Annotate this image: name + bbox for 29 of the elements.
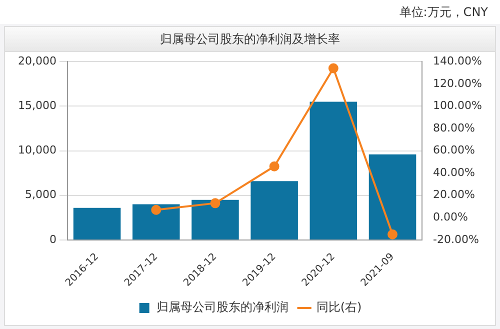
y-tick-label: 10,000 [18, 144, 56, 157]
y2-tick-label: 60.00% [433, 144, 476, 157]
legend-label: 同比(右) [316, 300, 362, 314]
y-tick-label: 0 [49, 232, 56, 246]
chart-title: 归属母公司股东的净利润及增长率 [5, 27, 495, 52]
bar [73, 208, 121, 240]
y2-tick-label: 100.00% [433, 99, 482, 112]
point [151, 204, 162, 215]
y2-tick-label: -20.00% [433, 232, 479, 246]
bar [310, 102, 358, 240]
y-tick-label: 20,000 [18, 54, 56, 68]
text: 单位:万元，CNY [399, 4, 488, 20]
bar [368, 154, 416, 240]
point [210, 198, 220, 208]
bar [132, 204, 180, 240]
bar [192, 200, 239, 240]
legend-label: 归属母公司股东的净利润 [156, 300, 288, 314]
y-tick-label: 15,000 [18, 99, 56, 112]
y2-tick-label: 40.00% [433, 166, 476, 179]
point [269, 161, 280, 172]
y2-tick-label: 140.00% [433, 54, 482, 68]
point [388, 229, 398, 240]
y2-tick-label: 0.00% [433, 210, 468, 224]
bar [250, 181, 298, 240]
y-tick-label: 5,000 [24, 188, 56, 202]
y2-tick-label: 120.00% [433, 76, 482, 90]
y2-tick-label: 80.00% [433, 121, 476, 134]
point [328, 63, 338, 74]
y2-tick-label: 20.00% [433, 188, 476, 202]
